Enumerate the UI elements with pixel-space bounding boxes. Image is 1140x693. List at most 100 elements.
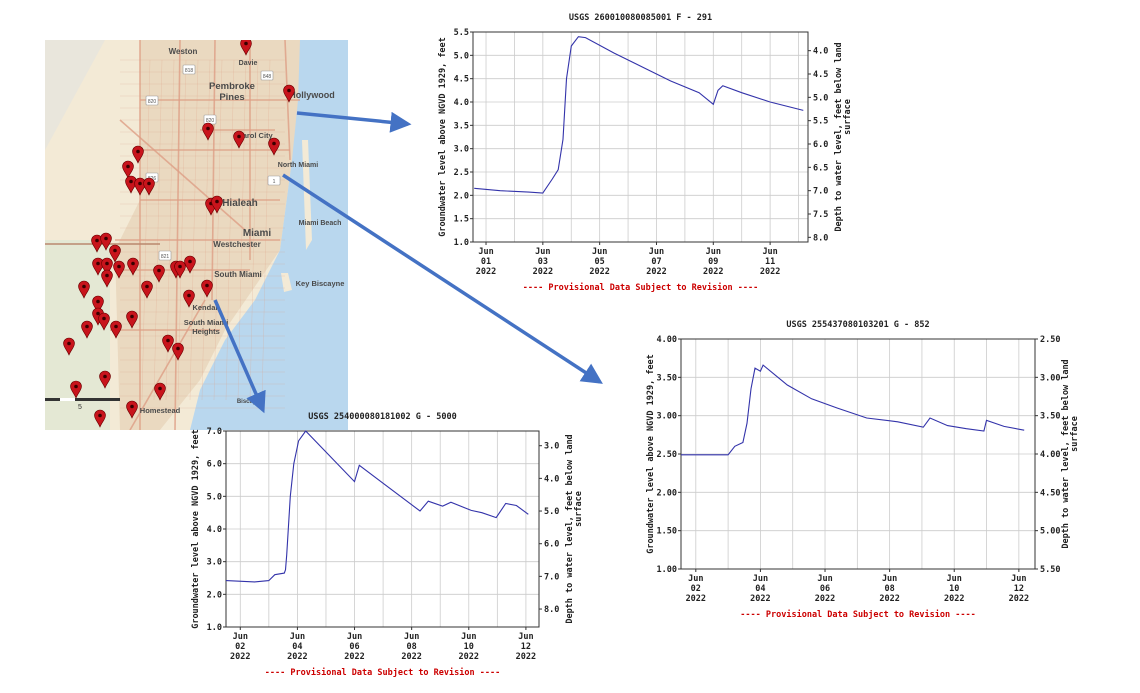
map-marker-icon[interactable] bbox=[70, 380, 82, 399]
map-marker-icon[interactable] bbox=[101, 269, 113, 288]
map-marker-icon[interactable] bbox=[94, 409, 106, 428]
x-tick-label: Jun 06 2022 bbox=[815, 574, 835, 604]
x-tick-label-line: 05 bbox=[595, 257, 605, 267]
x-tick-label: Jun 12 2022 bbox=[1009, 574, 1029, 604]
x-tick-label: Jun 03 2022 bbox=[533, 247, 553, 277]
marker-dot bbox=[103, 374, 107, 379]
map-marker-icon[interactable] bbox=[91, 234, 103, 253]
map-marker-icon[interactable] bbox=[132, 145, 144, 164]
marker-pin bbox=[126, 400, 138, 419]
y2-tick-label: 4.50 bbox=[1040, 488, 1060, 498]
marker-pin bbox=[183, 289, 195, 308]
map-marker-icon[interactable] bbox=[78, 280, 90, 299]
marker-pin bbox=[154, 382, 166, 401]
map-urban-area bbox=[115, 40, 300, 430]
marker-pin bbox=[143, 177, 155, 196]
map-marker-icon[interactable] bbox=[233, 130, 245, 149]
y2-tick-label: 3.0 bbox=[544, 442, 559, 452]
x-tick-label-line: 2022 bbox=[750, 594, 770, 604]
map-street bbox=[225, 59, 235, 401]
map-marker-icon[interactable] bbox=[240, 38, 252, 56]
marker-pin bbox=[92, 295, 104, 314]
y-tick-label: 6.0 bbox=[207, 460, 222, 470]
marker-dot bbox=[113, 248, 117, 253]
provisional-note: ---- Provisional Data Subject to Revisio… bbox=[265, 667, 500, 678]
map-label: Hollywood bbox=[289, 90, 335, 100]
map-marker-icon[interactable] bbox=[125, 175, 137, 194]
map-marker-icon[interactable] bbox=[81, 320, 93, 339]
y2-tick-label: 7.0 bbox=[544, 572, 559, 582]
y2-axis-label: Depth to water level, feet below landsur… bbox=[565, 434, 584, 623]
map-marker-icon[interactable] bbox=[113, 260, 125, 279]
map-marker-icon[interactable] bbox=[172, 342, 184, 361]
marker-pin bbox=[268, 137, 280, 156]
map-marker-icon[interactable] bbox=[162, 334, 174, 353]
marker-dot bbox=[205, 283, 209, 288]
map-marker-icon[interactable] bbox=[154, 382, 166, 401]
map-marker-icon[interactable] bbox=[98, 312, 110, 331]
x-tick-label-line: 02 bbox=[235, 642, 245, 652]
map-marker-icon[interactable] bbox=[100, 232, 112, 251]
x-tick-label-line: 2022 bbox=[815, 594, 835, 604]
map-label: Pines bbox=[219, 92, 244, 103]
map-road bbox=[211, 40, 216, 301]
x-tick-label: Jun 12 2022 bbox=[516, 632, 536, 662]
map-marker-icon[interactable] bbox=[283, 84, 295, 103]
x-tick-label-line: Jun bbox=[233, 632, 248, 642]
map-marker-icon[interactable] bbox=[268, 137, 280, 156]
map-marker-icon[interactable] bbox=[134, 177, 146, 196]
data-series-line bbox=[225, 430, 529, 583]
map-marker-icon[interactable] bbox=[101, 257, 113, 276]
map-marker-icon[interactable] bbox=[183, 289, 195, 308]
map-marker-icon[interactable] bbox=[143, 177, 155, 196]
map-marker-icon[interactable] bbox=[122, 160, 134, 179]
map-marker-icon[interactable] bbox=[109, 244, 121, 263]
marker-dot bbox=[105, 261, 109, 266]
x-tick-label-line: 2022 bbox=[533, 267, 553, 277]
map-marker-icon[interactable] bbox=[174, 260, 186, 279]
plot-frame bbox=[225, 430, 540, 628]
map-marker-icon[interactable] bbox=[63, 337, 75, 356]
map-marker-icon[interactable] bbox=[92, 257, 104, 276]
marker-dot bbox=[188, 259, 192, 264]
map-agricultural-area bbox=[45, 240, 110, 430]
marker-pin bbox=[99, 370, 111, 389]
marker-pin bbox=[127, 257, 139, 276]
map-marker-icon[interactable] bbox=[211, 195, 223, 214]
map-marker-icon[interactable] bbox=[110, 320, 122, 339]
marker-pin bbox=[100, 232, 112, 251]
x-tick-label-line: Jun bbox=[762, 247, 777, 257]
map-marker-icon[interactable] bbox=[127, 257, 139, 276]
map-marker-icon[interactable] bbox=[184, 255, 196, 274]
map-marker-icon[interactable] bbox=[202, 122, 214, 141]
marker-pin bbox=[81, 320, 93, 339]
map-marker-icon[interactable] bbox=[153, 264, 165, 283]
y2-tick-label: 5.00 bbox=[1040, 527, 1060, 537]
map-marker-icon[interactable] bbox=[126, 310, 138, 329]
y-tick-label: 4.00 bbox=[657, 335, 677, 345]
x-tick-label-line: 2022 bbox=[879, 594, 899, 604]
y2-tick-label: 3.50 bbox=[1040, 412, 1060, 422]
map-marker-icon[interactable] bbox=[126, 400, 138, 419]
x-tick-label: Jun 02 2022 bbox=[686, 574, 706, 604]
y2-tick-label: 3.00 bbox=[1040, 373, 1060, 383]
map-label: Pembroke bbox=[209, 81, 255, 92]
map-marker-icon[interactable] bbox=[92, 295, 104, 314]
x-tick-label-line: 2022 bbox=[944, 594, 964, 604]
x-tick-label: Jun 10 2022 bbox=[459, 632, 479, 662]
x-tick-label-line: 01 bbox=[481, 257, 491, 267]
map-water bbox=[190, 40, 348, 430]
map-marker-icon[interactable] bbox=[201, 279, 213, 298]
marker-dot bbox=[104, 236, 108, 241]
route-shield-label: 1 bbox=[273, 179, 276, 185]
map-marker-icon[interactable] bbox=[141, 280, 153, 299]
map-marker-icon[interactable] bbox=[99, 370, 111, 389]
y2-tick-label: 5.0 bbox=[813, 93, 828, 103]
map-street bbox=[189, 59, 199, 401]
y-tick-label: 3.00 bbox=[657, 412, 677, 422]
x-tick-label-line: Jun bbox=[535, 247, 550, 257]
x-tick-label-line: 08 bbox=[407, 642, 417, 652]
y-tick-label: 5.5 bbox=[454, 28, 469, 38]
